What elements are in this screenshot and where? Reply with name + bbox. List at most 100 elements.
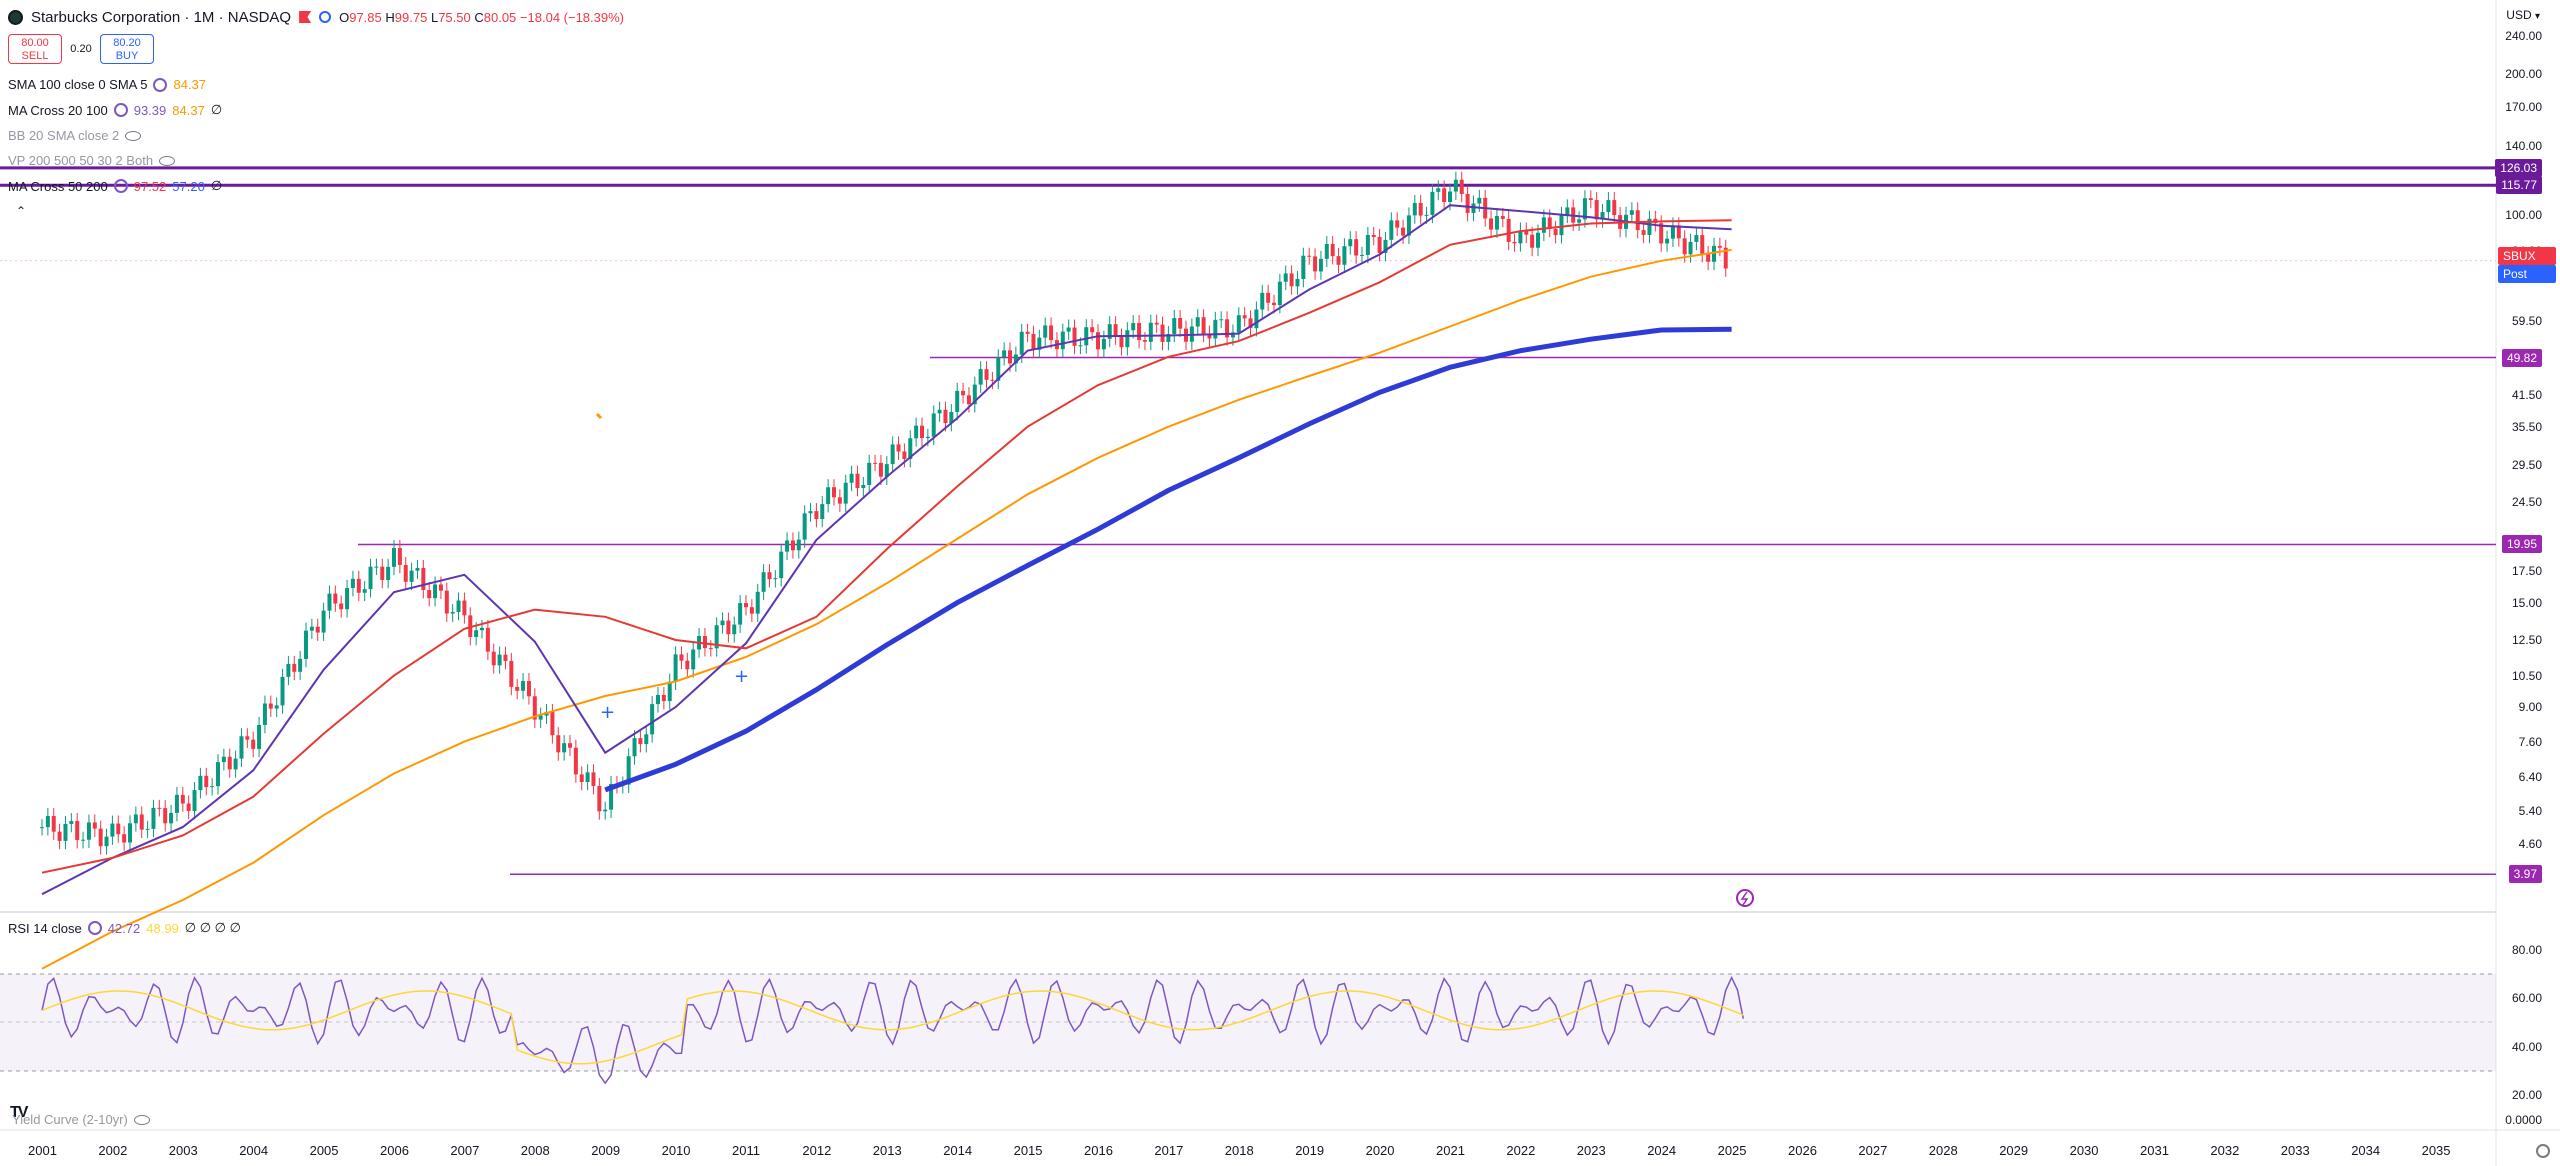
candle-body xyxy=(1142,340,1147,342)
candle-body xyxy=(978,369,983,385)
hidden-eye-icon[interactable] xyxy=(159,155,176,166)
price-tick: 9.00 xyxy=(2518,700,2542,715)
market-status-icon[interactable] xyxy=(319,11,332,23)
price-tick: 170.00 xyxy=(2505,99,2542,114)
candle-body xyxy=(368,566,373,590)
candle-body xyxy=(1008,350,1012,364)
price-candles xyxy=(40,171,1728,855)
candle-body xyxy=(808,511,813,514)
candle-body xyxy=(790,540,795,551)
year-tick: 2014 xyxy=(943,1143,973,1158)
ma-line-ma-50[interactable] xyxy=(41,219,1732,874)
price-tick: 59.50 xyxy=(2511,314,2542,329)
price-tick: 100.00 xyxy=(2505,208,2542,223)
candle-body xyxy=(685,660,690,670)
year-tick: 2009 xyxy=(591,1143,621,1158)
settings-icon[interactable] xyxy=(113,179,128,193)
candle-body xyxy=(1471,203,1476,213)
candle-body xyxy=(1506,218,1511,242)
candle-body xyxy=(151,807,156,829)
alert-bolt-icon[interactable] xyxy=(1736,889,1754,907)
candle-body xyxy=(128,823,132,843)
candle-body xyxy=(943,409,948,424)
candle-body xyxy=(485,627,490,652)
candle-body xyxy=(1107,324,1112,339)
settings-icon[interactable] xyxy=(87,921,102,935)
settings-icon[interactable] xyxy=(113,103,128,117)
price-tick: 29.50 xyxy=(2511,457,2542,472)
flag-icon[interactable] xyxy=(299,11,312,23)
indicator-bb[interactable]: BB 20 SMA close 2 xyxy=(8,128,142,143)
candle-body xyxy=(914,425,919,439)
candle-body xyxy=(1254,309,1259,329)
indicator-ma-cross-20-100[interactable]: MA Cross 20 100 93.39 84.37 ∅ xyxy=(8,102,223,118)
candle-body xyxy=(644,734,649,745)
candle-body xyxy=(304,630,308,659)
candle-body xyxy=(1588,198,1593,200)
candle-body xyxy=(1629,210,1634,215)
candle-body xyxy=(1318,258,1323,272)
candle-body xyxy=(1066,327,1071,332)
currency-label[interactable]: USD ▾ xyxy=(2506,8,2540,22)
candle-body xyxy=(1489,218,1494,230)
year-tick: 2033 xyxy=(2280,1143,2310,1158)
candle-body xyxy=(133,814,138,824)
year-tick: 2013 xyxy=(872,1143,902,1158)
rsi-signal-line[interactable] xyxy=(41,990,1744,1065)
candle-body xyxy=(937,409,942,414)
candle-body xyxy=(1160,324,1165,342)
settings-gear-icon[interactable] xyxy=(2536,1144,2550,1158)
candle-body xyxy=(1665,238,1670,244)
ma-line-ma-20[interactable] xyxy=(41,204,1732,896)
candle-body xyxy=(1500,216,1505,219)
yield-curve-legend[interactable]: Yield Curve (2-10yr) xyxy=(12,1112,150,1127)
candle-body xyxy=(1101,338,1106,350)
collapse-legend-icon[interactable]: ⌃ xyxy=(15,204,27,218)
candle-body xyxy=(1395,220,1400,228)
sell-button[interactable]: 80.00 SELL xyxy=(8,34,62,64)
candle-body xyxy=(163,808,168,824)
candle-body xyxy=(837,497,842,504)
hidden-eye-icon[interactable] xyxy=(133,1114,150,1125)
price-axis[interactable]: 240.00200.00170.00140.00100.0084.0059.50… xyxy=(2495,0,2560,1166)
candle-body xyxy=(1236,315,1241,333)
rsi-line[interactable] xyxy=(41,975,1745,1085)
candle-body xyxy=(1442,188,1447,203)
candle-body xyxy=(1266,292,1271,303)
candle-body xyxy=(1641,230,1646,235)
indicator-ma-cross-50-200[interactable]: MA Cross 50 200 97.52 57.20 ∅ xyxy=(8,178,223,194)
candle-body xyxy=(1524,230,1529,235)
buy-button[interactable]: 80.20 BUY xyxy=(100,34,154,64)
candle-body xyxy=(1037,337,1042,350)
candle-body xyxy=(198,775,203,791)
symbol-title[interactable]: Starbucks Corporation · 1M · NASDAQ xyxy=(31,8,292,26)
candle-body xyxy=(1635,210,1640,231)
rsi-legend[interactable]: RSI 14 close 42.72 48.99 ∅ ∅ ∅ ∅ xyxy=(8,920,241,936)
tradingview-logo-icon[interactable]: TV xyxy=(10,1104,29,1121)
candle-body xyxy=(1723,247,1728,269)
rsi-tick: 40.00 xyxy=(2511,1039,2542,1054)
candle-body xyxy=(1031,333,1036,350)
indicator-sma100[interactable]: SMA 100 close 0 SMA 5 84.37 xyxy=(8,77,207,92)
candle-body xyxy=(1377,236,1382,253)
hidden-eye-icon[interactable] xyxy=(125,130,142,141)
settings-icon[interactable] xyxy=(153,77,168,92)
candle-body xyxy=(1113,324,1118,337)
candle-body xyxy=(421,567,426,591)
indicator-vp[interactable]: VP 200 500 50 30 2 Both xyxy=(8,153,176,168)
cross-marker-icon: + xyxy=(600,702,615,723)
candle-body xyxy=(908,438,913,459)
candle-body xyxy=(1706,254,1711,262)
year-tick: 2003 xyxy=(168,1143,198,1158)
candle-body xyxy=(444,590,449,614)
candle-body xyxy=(427,590,432,599)
candle-body xyxy=(409,570,414,582)
candle-body xyxy=(1277,281,1282,306)
year-tick: 2023 xyxy=(1576,1143,1606,1158)
candle-body xyxy=(579,774,584,782)
candle-body xyxy=(274,705,279,709)
ma-line-sma-100[interactable] xyxy=(41,248,1732,970)
year-tick: 2035 xyxy=(2421,1143,2451,1158)
ma-line-ma-200[interactable] xyxy=(604,326,1732,793)
